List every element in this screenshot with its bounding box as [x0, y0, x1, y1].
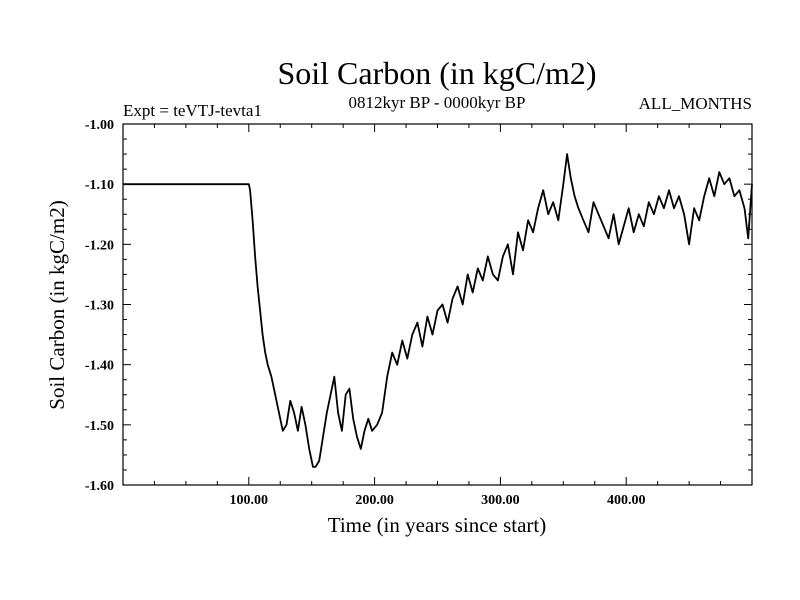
x-axis-label: Time (in years since start)	[328, 513, 547, 537]
x-tick-label: 200.00	[355, 493, 394, 508]
months-label: ALL_MONTHS	[639, 94, 752, 113]
y-tick-label: -1.50	[85, 419, 114, 434]
y-tick-label: -1.60	[85, 479, 114, 494]
y-tick-labels: -1.60 -1.50 -1.40 -1.30 -1.20 -1.10 -1.00	[85, 118, 114, 494]
series-line	[123, 153, 753, 468]
x-tick-label: 300.00	[481, 493, 520, 508]
y-tick-label: -1.10	[85, 178, 114, 193]
experiment-label: Expt = teVTJ-tevta1	[123, 101, 262, 120]
chart-title: Soil Carbon (in kgC/m2)	[277, 55, 596, 91]
x-tick-label: 100.00	[230, 493, 269, 508]
time-range-label: 0812kyr BP - 0000kyr BP	[349, 93, 526, 112]
y-tick-label: -1.30	[85, 299, 114, 314]
axis-ticks	[123, 124, 752, 485]
y-tick-label: -1.00	[85, 118, 114, 133]
y-tick-label: -1.40	[85, 359, 114, 374]
y-tick-label: -1.20	[85, 238, 114, 253]
x-tick-labels: 100.00 200.00 300.00 400.00	[230, 493, 646, 508]
y-axis-label: Soil Carbon (in kgC/m2)	[45, 200, 69, 409]
x-tick-label: 400.00	[607, 493, 646, 508]
plot-frame	[122, 123, 753, 486]
series-group	[123, 153, 753, 468]
